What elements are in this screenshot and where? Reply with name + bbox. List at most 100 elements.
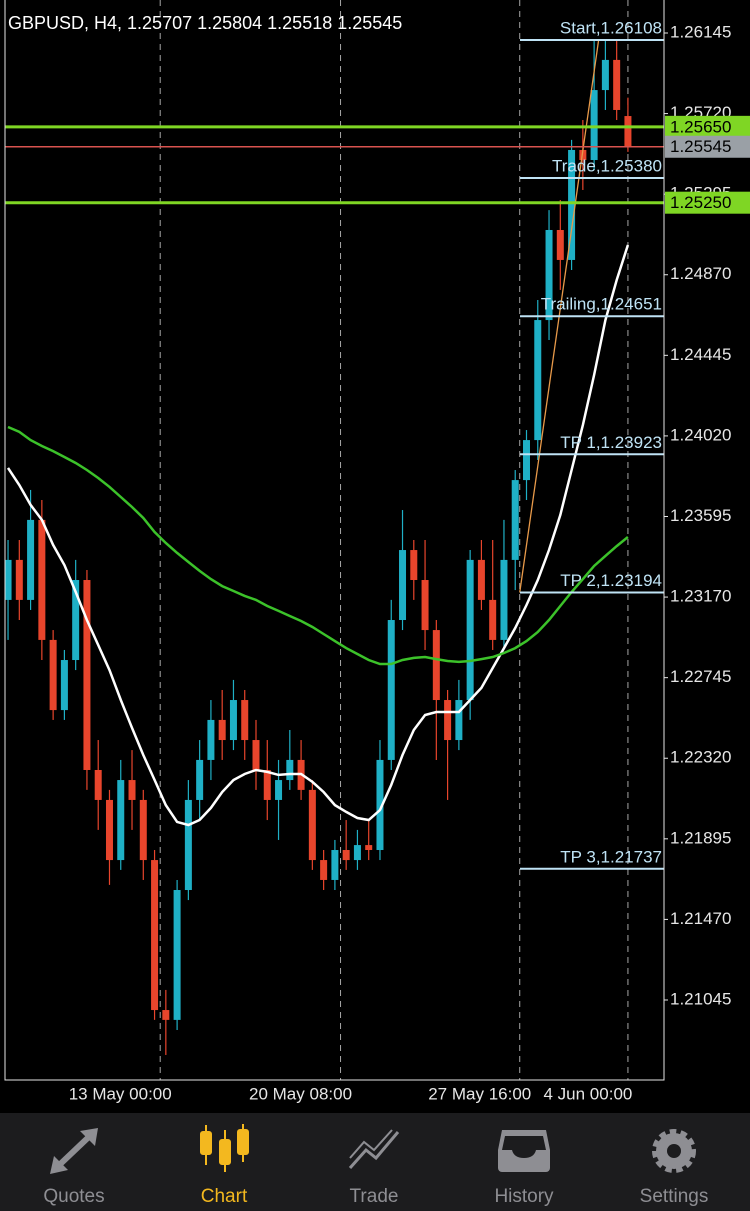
tab-chart[interactable]: Chart (200, 1124, 249, 1207)
y-tick-label: 1.21470 (670, 909, 731, 928)
tab-bar (0, 1113, 750, 1211)
candle-body (60, 660, 68, 711)
candle-body (49, 639, 57, 711)
tab-quotes[interactable]: Quotes (43, 1128, 105, 1207)
plot: Start,1.26108 Trade,1.25380 Trailing,1.246… (4, 0, 664, 1080)
tab-label: History (494, 1186, 554, 1207)
candle-body (207, 719, 215, 760)
settings-icon (652, 1129, 696, 1173)
candle-body (331, 850, 339, 880)
y-tick-label: 1.23170 (670, 587, 731, 606)
y-tick-label: 1.24445 (670, 345, 731, 364)
candle-body (162, 1010, 170, 1020)
candle-body (511, 480, 519, 560)
candle-body (117, 780, 125, 861)
candle-body (308, 789, 316, 861)
y-tick-label: 1.23595 (670, 506, 731, 525)
chart-icon (200, 1124, 249, 1172)
price-box (665, 191, 750, 214)
candle-body (263, 769, 271, 800)
candle-body (613, 59, 621, 110)
candle-body (15, 559, 23, 600)
tab-trade[interactable]: Trade (348, 1129, 400, 1207)
candle-body (320, 860, 328, 880)
candle-body (444, 700, 452, 741)
tab-settings[interactable]: Settings (640, 1129, 709, 1207)
level-label: TP 3,1.21737 (560, 847, 662, 866)
candle-body (4, 559, 12, 600)
tab-label: Quotes (43, 1186, 104, 1207)
candle-body (556, 229, 564, 260)
quotes-icon (50, 1128, 98, 1174)
price-box (665, 115, 750, 138)
history-icon (498, 1130, 550, 1172)
chart-title: GBPUSD, H4, 1.25707 1.25804 1.25518 1.25… (8, 13, 402, 33)
candle-body (466, 559, 474, 701)
candle-body (128, 780, 136, 800)
candle-body (229, 700, 237, 741)
candle-body (38, 519, 46, 640)
candle-body (275, 780, 283, 800)
candle-body (218, 719, 226, 741)
tab-history[interactable]: History (494, 1130, 554, 1207)
y-tick-label: 1.22320 (670, 748, 731, 767)
candle-body (477, 559, 485, 600)
candle-body (105, 799, 113, 861)
x-tick-label: 13 May 00:00 (69, 1084, 172, 1103)
candle-body (455, 700, 463, 741)
candle-body (184, 799, 192, 891)
level-label: Trade,1.25380 (552, 157, 662, 176)
candle-body (534, 320, 542, 441)
candle-body (376, 759, 384, 851)
moving-average (6, 244, 630, 827)
x-tick-label: 27 May 16:00 (428, 1084, 531, 1103)
candle-body (241, 700, 249, 741)
candle-body (624, 116, 632, 147)
price-box-label: 1.25545 (670, 137, 731, 156)
y-tick-label: 1.21045 (670, 989, 731, 1008)
candle-body (139, 799, 147, 861)
trade-icon (348, 1129, 400, 1169)
candle-body (489, 599, 497, 640)
chart-frame (4, 0, 665, 1081)
x-tick-label: 20 May 08:00 (249, 1084, 352, 1103)
candle-body (365, 845, 373, 851)
candle-body (421, 580, 429, 631)
candle-body (410, 550, 418, 581)
candle-body (590, 90, 598, 161)
level-label: Start,1.26108 (560, 18, 662, 37)
y-tick-label: 1.26145 (670, 22, 731, 41)
tab-label: Settings (640, 1186, 709, 1207)
candle-body (94, 769, 102, 800)
candle-body (72, 580, 80, 661)
level-label: TP 2,1.23194 (560, 571, 662, 590)
y-tick-label: 1.21895 (670, 828, 731, 847)
candle-body (83, 580, 91, 770)
y-tick-label: 1.24870 (670, 264, 731, 283)
candle-body (399, 550, 407, 621)
candle-body (252, 740, 260, 770)
candle-body (432, 630, 440, 701)
tab-label: Chart (201, 1186, 248, 1207)
candle-body (601, 59, 609, 91)
candle-body (151, 860, 159, 1011)
y-tick-label: 1.22745 (670, 667, 731, 686)
candle-body (522, 440, 530, 481)
candle-body (27, 519, 35, 600)
level-label: Trailing,1.24651 (541, 295, 662, 314)
level-label: TP 1,1.23923 (560, 433, 662, 452)
candle-body (545, 229, 553, 321)
tab-label: Trade (350, 1186, 399, 1207)
candle-body (286, 759, 294, 781)
candle-body (173, 890, 181, 1020)
price-box-label: 1.25250 (670, 193, 731, 212)
candle-body (196, 759, 204, 800)
price-box (665, 135, 750, 158)
candle-body (568, 149, 576, 260)
moving-average (7, 425, 629, 666)
y-tick-label: 1.24020 (670, 425, 731, 444)
candle-body (387, 620, 395, 760)
candle-body (500, 559, 508, 640)
